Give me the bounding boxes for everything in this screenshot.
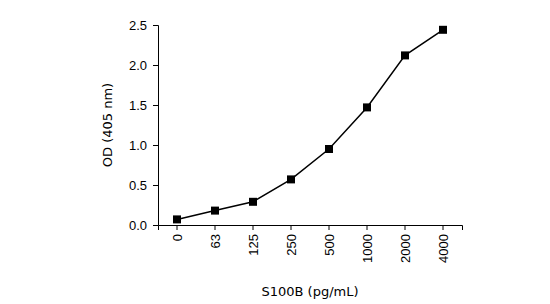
x-tick-label: 125	[246, 234, 261, 256]
x-tick: 2000	[398, 225, 413, 263]
y-tick-label: 0.5	[129, 178, 147, 193]
y-tick-mark	[153, 225, 158, 226]
x-tick-mark	[329, 225, 330, 230]
x-tick-mark	[253, 225, 254, 230]
x-tick: 4000	[436, 225, 451, 263]
data-point	[363, 103, 371, 111]
y-tick-label: 2.5	[129, 18, 147, 33]
data-point	[439, 26, 447, 34]
data-point	[287, 175, 295, 183]
y-tick: 1.0	[129, 138, 158, 153]
x-axis-line	[159, 226, 463, 231]
x-tick-mark	[177, 225, 178, 230]
y-tick-label: 2.0	[129, 58, 147, 73]
y-axis: 0.0 0.5 1.0 1.5 2.0 2.5	[129, 18, 159, 233]
y-tick-mark	[153, 25, 158, 26]
x-tick-label: 250	[284, 234, 299, 256]
x-tick: 250	[284, 225, 299, 256]
data-point	[173, 215, 181, 223]
x-axis: 0 63 125 250 500 1000 2000 4000	[159, 225, 463, 263]
data-point	[325, 145, 333, 153]
y-tick-mark	[153, 65, 158, 66]
y-tick: 0.0	[129, 218, 158, 233]
chart: 0.0 0.5 1.0 1.5 2.0 2.5 0 63 125 250 500 1000 2000 40…	[0, 0, 550, 304]
y-tick-label: 0.0	[129, 218, 147, 233]
x-tick-mark	[367, 225, 368, 230]
x-tick-mark	[443, 225, 444, 230]
data-point	[401, 51, 409, 59]
x-tick: 1000	[360, 225, 375, 263]
x-tick-label: 500	[322, 234, 337, 256]
y-tick: 2.5	[129, 18, 158, 33]
y-tick-mark	[153, 145, 158, 146]
x-tick: 63	[208, 225, 223, 248]
x-tick-label: 0	[170, 234, 185, 241]
x-tick: 0	[170, 225, 185, 241]
y-tick-label: 1.0	[129, 138, 147, 153]
y-tick: 2.0	[129, 58, 158, 73]
data-point	[211, 207, 219, 215]
y-tick-mark	[153, 185, 158, 186]
x-tick-mark	[215, 225, 216, 230]
y-tick-label: 1.5	[129, 98, 147, 113]
x-tick-mark	[405, 225, 406, 230]
x-tick-label: 1000	[360, 234, 375, 263]
y-tick: 1.5	[129, 98, 158, 113]
x-axis-title: S100B (pg/mL)	[261, 284, 358, 299]
x-tick-mark	[291, 225, 292, 230]
y-axis-title: OD (405 nm)	[100, 83, 115, 167]
x-tick: 125	[246, 225, 261, 256]
x-tick-label: 63	[208, 234, 223, 248]
x-tick: 500	[322, 225, 337, 256]
plot-area	[173, 26, 447, 224]
data-line	[177, 30, 443, 220]
x-tick-label: 4000	[436, 234, 451, 263]
y-tick-mark	[153, 105, 158, 106]
x-tick-label: 2000	[398, 234, 413, 263]
y-axis-line	[153, 26, 159, 226]
data-point	[249, 198, 257, 206]
y-tick: 0.5	[129, 178, 158, 193]
